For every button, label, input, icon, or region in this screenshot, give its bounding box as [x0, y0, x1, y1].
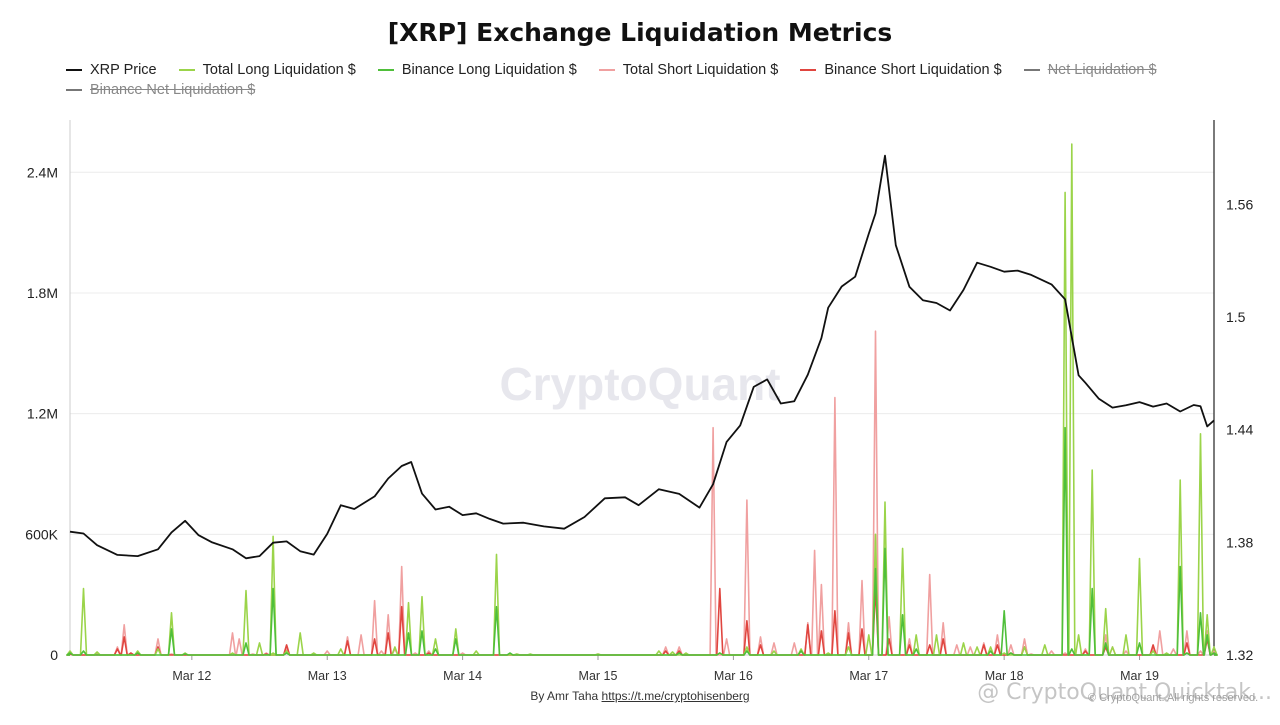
y-left-tick-label: 2.4M: [27, 164, 58, 180]
x-tick-label: Mar 15: [579, 669, 618, 683]
legend: XRP Price Total Long Liquidation $ Binance…: [66, 62, 1246, 98]
x-tick-label: Mar 14: [443, 669, 482, 683]
legend-swatch: [800, 69, 817, 71]
legend-label: Binance Net Liquidation $: [90, 82, 256, 98]
corner-watermark: @ CryptoQuant Quicktak...: [977, 680, 1272, 705]
legend-swatch: [598, 69, 615, 71]
x-tick-label: Mar 18: [985, 669, 1024, 683]
legend-swatch: [1023, 69, 1040, 71]
series-line-binance-long-liquidation-: [66, 426, 1218, 656]
legend-item-5[interactable]: Net Liquidation $: [1023, 62, 1157, 78]
center-watermark: CryptoQuant: [499, 358, 780, 410]
y-right-tick-label: 1.38: [1226, 534, 1253, 550]
legend-item-1[interactable]: Total Long Liquidation $: [178, 62, 356, 78]
legend-item-2[interactable]: Binance Long Liquidation $: [377, 62, 577, 78]
x-tick-label: Mar 13: [308, 669, 347, 683]
legend-item-6[interactable]: Binance Net Liquidation $: [66, 82, 255, 98]
attribution-author: By Amr Taha: [530, 689, 599, 703]
attribution-link[interactable]: https://t.me/cryptohisenberg: [601, 689, 750, 703]
legend-label: Net Liquidation $: [1047, 62, 1157, 78]
chart-title: [XRP] Exchange Liquidation Metrics: [387, 18, 893, 47]
y-left-tick-label: 600K: [25, 526, 58, 542]
legend-swatch: [377, 69, 394, 71]
x-tick-label: Mar 19: [1120, 669, 1159, 683]
y-right-tick-label: 1.56: [1226, 196, 1253, 212]
legend-swatch: [178, 69, 195, 71]
y-left-tick-label: 0: [50, 647, 58, 663]
x-tick-label: Mar 17: [849, 669, 888, 683]
legend-item-0[interactable]: XRP Price: [66, 62, 157, 78]
attribution: By Amr Taha https://t.me/cryptohisenberg: [0, 689, 1280, 703]
legend-swatch: [66, 89, 82, 91]
legend-label: Total Long Liquidation $: [202, 62, 356, 78]
y-left-tick-label: 1.2M: [27, 406, 58, 422]
y-right-tick-label: 1.32: [1226, 647, 1253, 663]
y-right-tick-label: 1.5: [1226, 309, 1246, 325]
legend-label: Binance Short Liquidation $: [824, 62, 1002, 78]
y-right-tick-label: 1.44: [1226, 422, 1253, 438]
legend-item-3[interactable]: Total Short Liquidation $: [598, 62, 779, 78]
x-tick-label: Mar 16: [714, 669, 753, 683]
legend-label: Total Short Liquidation $: [622, 62, 779, 78]
series-line-xrp-price: [69, 154, 1215, 560]
copyright-text: © CryptoQuant. All rights reserved.: [1088, 692, 1259, 704]
legend-label: XRP Price: [90, 62, 157, 78]
legend-swatch: [66, 69, 82, 71]
legend-item-4[interactable]: Binance Short Liquidation $: [800, 62, 1002, 78]
x-tick-label: Mar 12: [172, 669, 211, 683]
y-left-tick-label: 1.8M: [27, 285, 58, 301]
legend-label: Binance Long Liquidation $: [401, 62, 577, 78]
